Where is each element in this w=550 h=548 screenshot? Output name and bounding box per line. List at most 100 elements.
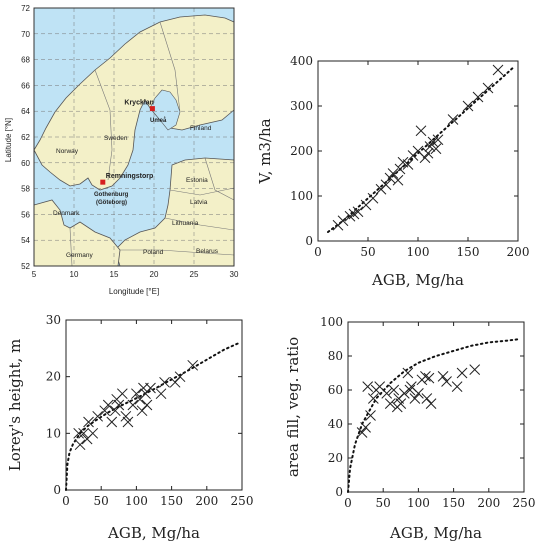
place-germany: Germany: [66, 252, 93, 259]
y-axis-label: area fill, veg. ratio: [284, 337, 302, 477]
place-finland: Finland: [190, 125, 212, 132]
data-point: [415, 125, 427, 137]
map-gridlines: [34, 8, 234, 266]
y-tick-label: 30: [46, 313, 61, 327]
map-lon-ticks: 5 10 15 20 25 30: [32, 270, 239, 279]
y-tick-label: 10: [46, 426, 61, 440]
x-tick-label: 50: [376, 496, 391, 510]
fit-curve: [327, 66, 514, 233]
y-tick-label: 20: [328, 451, 343, 465]
data-point: [425, 398, 437, 409]
data-point: [381, 388, 393, 399]
map-lon-tick: 15: [110, 270, 119, 279]
data-point: [472, 91, 484, 103]
data-point: [430, 143, 442, 155]
data-point: [122, 416, 134, 428]
data-point: [74, 439, 86, 451]
map-lon-tick: 5: [32, 270, 37, 279]
map-ylabel: Latitude [°N]: [4, 118, 13, 162]
x-axis-label: AGB, Mg/ha: [107, 524, 200, 542]
data-point: [482, 82, 494, 94]
plot-frame: [65, 319, 243, 491]
data-point: [424, 141, 436, 152]
data-point: [174, 371, 186, 383]
x-tick-label: 250: [513, 496, 536, 510]
data-point: [348, 208, 360, 220]
x-tick-label: 150: [160, 494, 183, 508]
plot-frame: [347, 321, 525, 493]
chart-height-panel: 0 50 100 150 200 250 0 10 20 30 AGB, Mg/ha Lorey's …: [2, 306, 272, 544]
x-tick-label: 0: [314, 245, 322, 259]
data-point: [423, 372, 435, 384]
data-point: [387, 168, 399, 179]
x-tick-label: 0: [62, 494, 70, 508]
y-tick-label: 0: [335, 485, 343, 499]
data-point: [106, 416, 118, 428]
x-tick-label: 50: [360, 245, 375, 259]
map-lat-tick: 58: [21, 185, 30, 194]
data-point: [73, 427, 85, 439]
chart-volume: 0 50 100 150 200 0 100 200 300 400 AGB, Mg/ha V, m3…: [256, 54, 530, 289]
data-point: [413, 388, 424, 399]
data-point: [394, 163, 406, 175]
site-label: Krycklan: [124, 100, 154, 107]
data-point: [169, 376, 181, 388]
data-point: [456, 367, 468, 379]
x-tick-label: 100: [407, 496, 430, 510]
place-denmark: Denmark: [53, 210, 80, 217]
x-tick-label: 200: [507, 245, 530, 259]
map-lat-tick: 64: [21, 107, 30, 116]
map-lat-tick: 72: [21, 4, 30, 13]
data-point: [78, 427, 89, 439]
map-lon-tick: 30: [230, 270, 239, 279]
data-point: [384, 172, 396, 184]
data-point: [356, 427, 368, 438]
data-point: [402, 159, 414, 170]
map-frame: [33, 7, 235, 267]
data-point: [395, 398, 407, 409]
data-point: [437, 371, 449, 382]
y-tick-label: 100: [320, 315, 343, 329]
data-point: [87, 427, 99, 439]
data-point: [102, 399, 114, 411]
data-point: [362, 381, 374, 392]
x-tick-label: 150: [457, 245, 480, 259]
data-point: [131, 388, 142, 400]
chart-height: 0 50 100 150 200 250 0 10 20 30 AGB, Mg/ha Lorey's …: [6, 313, 253, 542]
y-tick-label: 0: [53, 483, 61, 497]
map-panel: 52 54 56 58 60 62 64 66 68 70 72 5 10 15 20 25 30 Latit…: [0, 0, 250, 300]
map-lat-tick: 54: [21, 236, 30, 245]
map-lon-tick: 20: [150, 270, 159, 279]
place-latvia: Latvia: [190, 199, 208, 206]
place-lithuania: Lithuania: [172, 220, 199, 227]
map-lat-tick: 68: [21, 56, 30, 65]
data-point: [141, 399, 153, 411]
place-umea: Umeå: [150, 117, 167, 124]
map-lon-tick: 25: [190, 270, 199, 279]
data-point: [367, 393, 379, 404]
data-point: [113, 399, 125, 411]
site-label: Remningstorp: [106, 173, 153, 180]
data-point: [337, 215, 349, 227]
y-tick-label: 20: [46, 370, 61, 384]
chart-areafill: 0 50 100 150 200 250 0 20 40 60 80 100 AGB, Mg/ha are…: [284, 315, 536, 542]
x-axis-label: AGB, Mg/ha: [371, 271, 464, 289]
data-point: [409, 393, 421, 404]
map-lat-tick: 66: [21, 81, 30, 90]
baltic-states-land: [114, 157, 235, 267]
map-lat-tick: 52: [21, 262, 30, 271]
x-tick-label: 0: [344, 496, 352, 510]
data-point: [451, 381, 463, 392]
chart-volume-panel: 0 50 100 150 200 0 100 200 300 400 AGB, Mg/ha V, m3…: [256, 45, 544, 290]
place-poland: Poland: [143, 249, 164, 256]
data-point: [388, 384, 400, 396]
y-tick-label: 200: [290, 144, 313, 158]
data-point: [447, 114, 459, 125]
map-lat-tick: 62: [21, 133, 30, 142]
y-tick-label: 100: [290, 189, 313, 203]
y-tick-label: 400: [290, 54, 313, 68]
data-point: [441, 376, 452, 387]
site-marker: [149, 106, 155, 112]
x-tick-label: 150: [442, 496, 465, 510]
data-point: [145, 382, 156, 394]
